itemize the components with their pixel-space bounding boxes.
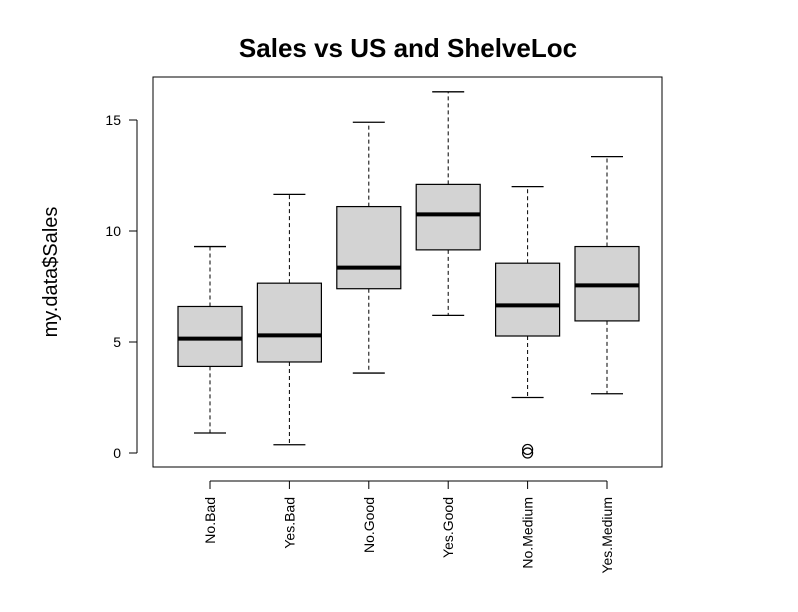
boxes-group: [177, 91, 640, 459]
x-axis: No.Bad Yes.Bad No.Good Yes.Good No.Medium Yes…: [202, 480, 615, 574]
plot-frame: [152, 76, 663, 468]
x-tick-label: No.Bad: [202, 497, 218, 544]
box-yes-medium: [574, 155, 640, 395]
iqr-box: [415, 183, 481, 251]
y-tick-label: 10: [105, 223, 121, 239]
x-tick-label: No.Medium: [520, 497, 536, 569]
y-tick-label: 15: [105, 112, 121, 128]
box-no-bad: [177, 245, 243, 434]
iqr-box: [336, 205, 402, 290]
iqr-box: [177, 305, 243, 368]
outlier-point: [521, 447, 534, 459]
chart-title: Sales vs US and ShelveLoc: [239, 33, 577, 63]
outlier-point: [521, 443, 534, 456]
x-tick-label: Yes.Bad: [281, 497, 297, 549]
iqr-box: [256, 282, 322, 363]
x-tick-label: Yes.Good: [440, 497, 456, 558]
box-no-medium: [495, 185, 561, 459]
iqr-box: [495, 262, 561, 337]
y-axis-label: my.data$Sales: [40, 207, 62, 338]
x-tick-label: Yes.Medium: [599, 497, 615, 574]
box-no-good: [336, 121, 402, 374]
box-yes-good: [415, 91, 481, 317]
y-tick-label: 5: [113, 334, 121, 350]
y-axis: 0 5 10 15: [105, 112, 138, 461]
x-tick-label: No.Good: [361, 497, 377, 553]
box-yes-bad: [256, 193, 322, 446]
y-tick-label: 0: [113, 445, 121, 461]
